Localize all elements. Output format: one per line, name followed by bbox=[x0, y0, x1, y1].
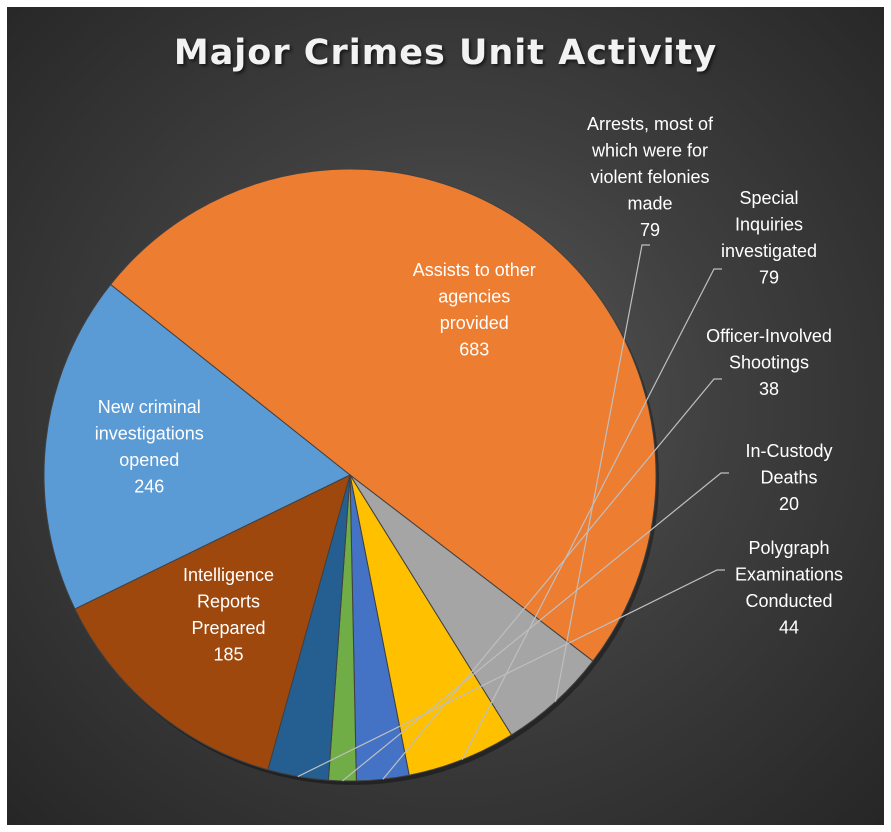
slice-label-line: violent felonies bbox=[590, 167, 709, 187]
slice-label-line: In-Custody bbox=[745, 441, 832, 461]
slice-label-line: Examinations bbox=[735, 565, 843, 585]
slice-label-line: Inquiries bbox=[735, 215, 803, 235]
slice-label-line: Polygraph bbox=[748, 538, 829, 558]
slice-label-line: Prepared bbox=[192, 618, 266, 638]
slice-label-line: Arrests, most of bbox=[587, 114, 714, 134]
slice-label: Intelligence Reports Prepared 185 bbox=[183, 565, 274, 665]
leader-line bbox=[342, 472, 729, 782]
slice-label: Special Inquiries investigated 79 bbox=[721, 188, 817, 288]
slice-label-line: Deaths bbox=[760, 468, 817, 488]
slice-label: New criminal investigations opened 246 bbox=[95, 397, 204, 497]
slice-label-line: Shootings bbox=[729, 353, 809, 373]
slice-value: 38 bbox=[759, 379, 779, 399]
leader-line bbox=[382, 378, 722, 780]
leader-line bbox=[297, 569, 725, 778]
pie-slice bbox=[74, 474, 351, 771]
slice-value: 79 bbox=[759, 268, 779, 288]
slice-label-line: investigations bbox=[95, 424, 204, 444]
slice-label-line: Assists to other bbox=[413, 260, 536, 280]
slice-label: In-Custody Deaths 20 bbox=[745, 441, 832, 514]
slice-value: 246 bbox=[134, 477, 164, 497]
slice-value: 79 bbox=[640, 220, 660, 240]
slice-label-line: agencies bbox=[438, 287, 510, 307]
slice-label-line: Conducted bbox=[745, 591, 832, 611]
slice-label-line: New criminal bbox=[98, 397, 201, 417]
slice-value: 20 bbox=[779, 494, 799, 514]
slice-label-line: made bbox=[627, 194, 672, 214]
pie-slice bbox=[43, 283, 351, 610]
slice-value: 683 bbox=[459, 340, 489, 360]
slice-label: Polygraph Examinations Conducted 44 bbox=[735, 538, 843, 638]
slice-value: 44 bbox=[779, 618, 799, 638]
slice-label-line: opened bbox=[119, 450, 179, 470]
slice-label-line: Officer-Involved bbox=[706, 326, 832, 346]
pie-slice bbox=[109, 168, 657, 662]
leader-line bbox=[461, 268, 722, 760]
slice-label-line: Intelligence bbox=[183, 565, 274, 585]
chart-title: Major Crimes Unit Activity bbox=[173, 33, 718, 73]
slice-label: Arrests, most of which were for violent fe… bbox=[587, 114, 714, 240]
slice-label: Officer-Involved Shootings 38 bbox=[706, 326, 832, 399]
leader-line bbox=[554, 244, 650, 702]
slice-label-line: Special bbox=[739, 188, 798, 208]
chart-area: Major Crimes Unit Activity Assists to ot… bbox=[7, 7, 884, 825]
slice-label-line: Reports bbox=[197, 591, 260, 611]
pie-chart: Assists to other agencies provided 683 Arres… bbox=[43, 114, 843, 785]
slice-value: 185 bbox=[214, 644, 244, 664]
slice-label-line: provided bbox=[440, 313, 509, 333]
slice-label-line: investigated bbox=[721, 241, 817, 261]
slice-label-line: which were for bbox=[591, 141, 708, 161]
slice-label: Assists to other agencies provided 683 bbox=[413, 260, 536, 360]
